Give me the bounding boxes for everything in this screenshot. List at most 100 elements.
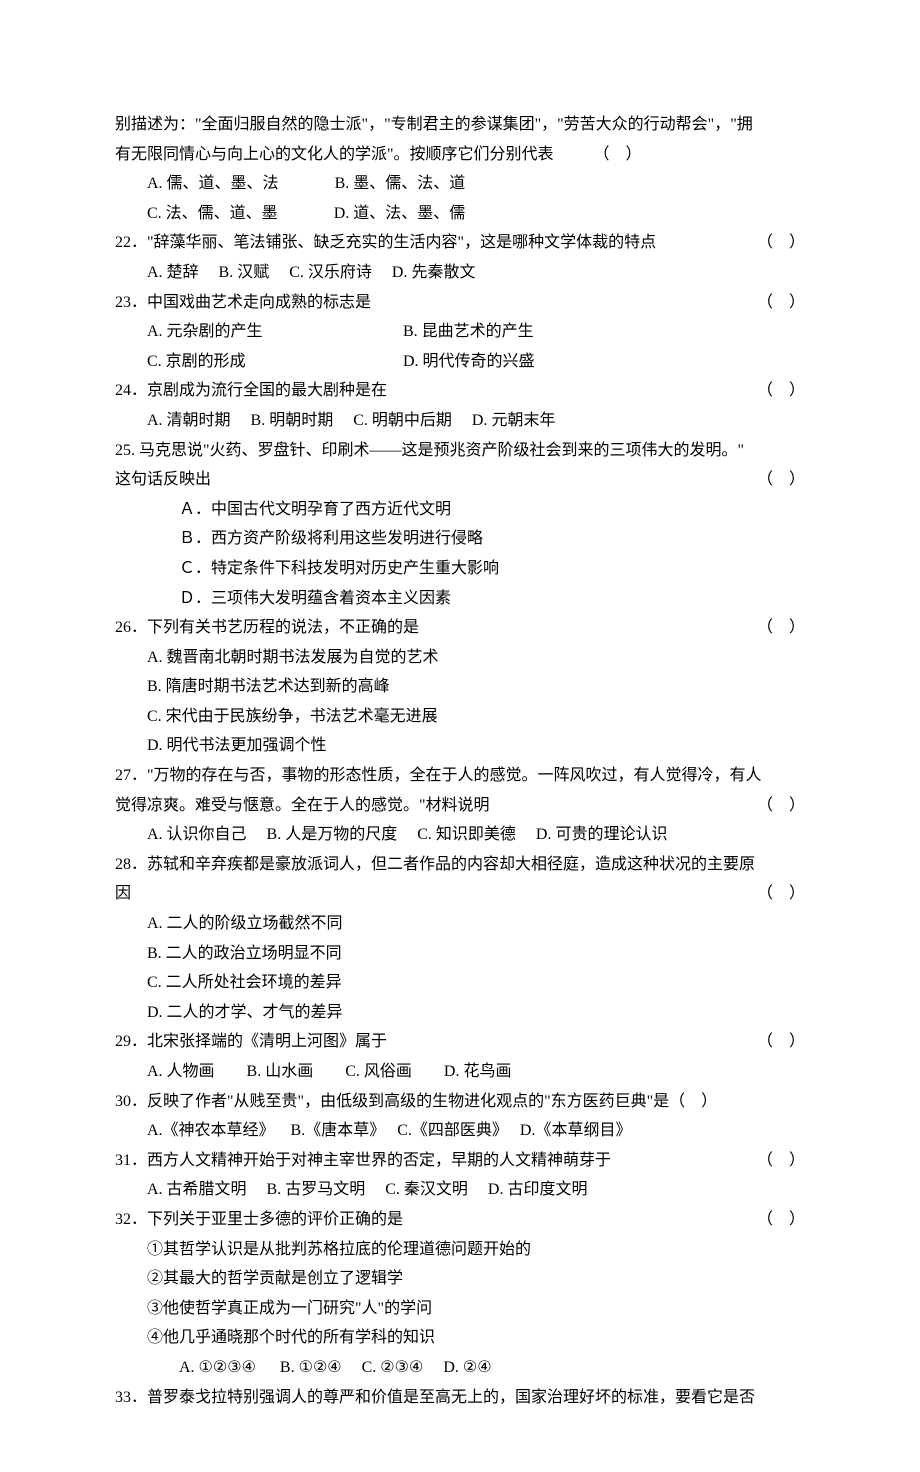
q31-opts[interactable]: A. 古希腊文明 B. 古罗马文明 C. 秦汉文明 D. 古印度文明 — [147, 1175, 587, 1205]
q23-opt-C[interactable]: C. 京剧的形成 — [147, 347, 403, 377]
q32-stem-text: 32．下列关于亚里士多德的评价正确的是 — [115, 1205, 403, 1235]
q29-opts[interactable]: A. 人物画 B. 山水画 C. 风俗画 D. 花鸟画 — [147, 1057, 511, 1087]
q26-blank: （ ） — [757, 613, 805, 643]
q30-stem: 30．反映了作者"从贱至贵"，由低级到高级的生物进化观点的"东方医药巨典"是 （… — [115, 1087, 805, 1117]
q29-stem-text: 29．北宋张择端的《清明上河图》属于 — [115, 1027, 387, 1057]
q28-stem-text-1: 28．苏轼和辛弃疾都是豪放派词人，但二者作品的内容却大相径庭，造成这种状况的主要… — [115, 850, 755, 880]
q29-stem: 29．北宋张择端的《清明上河图》属于 （ ） — [115, 1027, 805, 1057]
q26-opt-B[interactable]: B. 隋唐时期书法艺术达到新的高峰 — [147, 672, 390, 702]
q32-stem: 32．下列关于亚里士多德的评价正确的是 （ ） — [115, 1205, 805, 1235]
q27-stem-2: 觉得凉爽。难受与惬意。全在于人的感觉。"材料说明 （ ） — [115, 791, 805, 821]
q21-blank: （ ） — [594, 140, 642, 170]
q32-s3-line: ③他使哲学真正成为一门研究"人"的学问 — [115, 1294, 805, 1324]
q32-options: A. ①②③④ B. ①②④ C. ②③④ D. ②④ — [115, 1353, 805, 1383]
q22-stem: 22．"辞藻华丽、笔法铺张、缺乏充实的生活内容"，这是哪种文学体裁的特点 （ ） — [115, 228, 805, 258]
q23-options-row1: A. 元杂剧的产生 B. 昆曲艺术的产生 — [115, 317, 805, 347]
q21-opt-A[interactable]: A. 儒、道、墨、法 — [147, 169, 279, 199]
q27-stem-text-2: 觉得凉爽。难受与惬意。全在于人的感觉。"材料说明 — [115, 791, 490, 821]
q32-s2-line: ②其最大的哲学贡献是创立了逻辑学 — [115, 1264, 805, 1294]
q32-s1-line: ①其哲学认识是从批判苏格拉底的伦理道德问题开始的 — [115, 1235, 805, 1265]
q23-opt-B[interactable]: B. 昆曲艺术的产生 — [403, 317, 534, 347]
q25-stem-2: 这句话反映出 （ ） — [115, 465, 805, 495]
q25-opt-D-line: Ｄ．三项伟大发明蕴含着资本主义因素 — [115, 584, 805, 614]
q23-opt-A[interactable]: A. 元杂剧的产生 — [147, 317, 403, 347]
q25-opt-A[interactable]: Ａ．中国古代文明孕育了西方近代文明 — [179, 495, 451, 525]
q28-opt-A[interactable]: A. 二人的阶级立场截然不同 — [147, 909, 343, 939]
q31-options: A. 古希腊文明 B. 古罗马文明 C. 秦汉文明 D. 古印度文明 — [115, 1175, 805, 1205]
q28-opt-B-line: B. 二人的政治立场明显不同 — [115, 939, 805, 969]
q26-opt-A[interactable]: A. 魏晋南北朝时期书法发展为自觉的艺术 — [147, 643, 439, 673]
q25-stem-text-1: 25. 马克思说"火药、罗盘针、印刷术——这是预兆资产阶级社会到来的三项伟大的发… — [115, 436, 744, 466]
q21-opt-B[interactable]: B. 墨、儒、法、道 — [335, 169, 466, 199]
q25-stem-text-2: 这句话反映出 — [115, 465, 211, 495]
q23-stem: 23．中国戏曲艺术走向成熟的标志是 （ ） — [115, 288, 805, 318]
q32-s4: ④他几乎通晓那个时代的所有学科的知识 — [147, 1323, 435, 1353]
q26-opt-D[interactable]: D. 明代书法更加强调个性 — [147, 731, 327, 761]
q23-opt-D[interactable]: D. 明代传奇的兴盛 — [403, 347, 535, 377]
q28-opt-A-line: A. 二人的阶级立场截然不同 — [115, 909, 805, 939]
q23-options-row2: C. 京剧的形成 D. 明代传奇的兴盛 — [115, 347, 805, 377]
q31-blank: （ ） — [757, 1146, 805, 1176]
q21-opt-C[interactable]: C. 法、儒、道、墨 — [147, 199, 278, 229]
q27-opts[interactable]: A. 认识你自己 B. 人是万物的尺度 C. 知识即美德 D. 可贵的理论认识 — [147, 820, 667, 850]
q23-stem-text: 23．中国戏曲艺术走向成熟的标志是 — [115, 288, 371, 318]
q30-stem-text: 30．反映了作者"从贱至贵"，由低级到高级的生物进化观点的"东方医药巨典"是 — [115, 1087, 669, 1117]
q29-blank: （ ） — [757, 1027, 805, 1057]
q22-opts[interactable]: A. 楚辞 B. 汉赋 C. 汉乐府诗 D. 先秦散文 — [147, 258, 475, 288]
q22-blank: （ ） — [757, 228, 805, 258]
q29-options: A. 人物画 B. 山水画 C. 风俗画 D. 花鸟画 — [115, 1057, 805, 1087]
spacer — [131, 879, 757, 909]
q26-opt-A-line: A. 魏晋南北朝时期书法发展为自觉的艺术 — [115, 643, 805, 673]
q32-s4-line: ④他几乎通晓那个时代的所有学科的知识 — [115, 1323, 805, 1353]
spacer — [656, 228, 757, 258]
q21-options-row1: A. 儒、道、墨、法 B. 墨、儒、法、道 — [115, 169, 805, 199]
q28-blank: （ ） — [757, 879, 805, 909]
q21-stem-text-2: 有无限同情心与向上心的文化人的学派"。按顺序它们分别代表 — [115, 140, 594, 170]
q25-opt-D[interactable]: Ｄ．三项伟大发明蕴含着资本主义因素 — [179, 584, 451, 614]
q25-opt-B-line: Ｂ．西方资产阶级将利用这些发明进行侵略 — [115, 524, 805, 554]
q24-stem-text: 24．京剧成为流行全国的最大剧种是在 — [115, 376, 387, 406]
q25-opt-C[interactable]: Ｃ．特定条件下科技发明对历史产生重大影响 — [179, 554, 499, 584]
q30-opts[interactable]: A.《神农本草经》 B.《唐本草》 C.《四部医典》 D.《本草纲目》 — [147, 1116, 631, 1146]
q27-stem-1: 27．"万物的存在与否，事物的形态性质，全在于人的感觉。一阵风吹过，有人觉得冷，… — [115, 761, 805, 791]
q24-opts[interactable]: A. 清朝时期 B. 明朝时期 C. 明朝中后期 D. 元朝末年 — [147, 406, 555, 436]
q25-stem-1: 25. 马克思说"火药、罗盘针、印刷术——这是预兆资产阶级社会到来的三项伟大的发… — [115, 436, 805, 466]
q25-opt-C-line: Ｃ．特定条件下科技发明对历史产生重大影响 — [115, 554, 805, 584]
q22-stem-text: 22．"辞藻华丽、笔法铺张、缺乏充实的生活内容"，这是哪种文学体裁的特点 — [115, 228, 656, 258]
q27-stem-text-1: 27．"万物的存在与否，事物的形态性质，全在于人的感觉。一阵风吹过，有人觉得冷，… — [115, 761, 762, 791]
q32-s2: ②其最大的哲学贡献是创立了逻辑学 — [147, 1264, 403, 1294]
q26-opt-D-line: D. 明代书法更加强调个性 — [115, 731, 805, 761]
q33-stem: 33．普罗泰戈拉特别强调人的尊严和价值是至高无上的，国家治理好坏的标准，要看它是… — [115, 1383, 805, 1413]
q21-opt-D[interactable]: D. 道、法、墨、儒 — [334, 199, 466, 229]
spacer — [611, 1146, 757, 1176]
q32-opts[interactable]: A. ①②③④ B. ①②④ C. ②③④ D. ②④ — [179, 1353, 492, 1383]
q24-options: A. 清朝时期 B. 明朝时期 C. 明朝中后期 D. 元朝末年 — [115, 406, 805, 436]
q32-blank: （ ） — [757, 1205, 805, 1235]
q31-stem: 31．西方人文精神开始于对神主宰世界的否定，早期的人文精神萌芽于 （ ） — [115, 1146, 805, 1176]
q28-opt-B[interactable]: B. 二人的政治立场明显不同 — [147, 939, 342, 969]
q32-s3: ③他使哲学真正成为一门研究"人"的学问 — [147, 1294, 432, 1324]
spacer — [403, 1205, 757, 1235]
q21-stem-text-1: 别描述为："全面归服自然的隐士派"，"专制君主的参谋集团"，"劳苦大众的行动帮会… — [115, 110, 753, 140]
q26-stem: 26．下列有关书艺历程的说法，不正确的是 （ ） — [115, 613, 805, 643]
q28-opt-D[interactable]: D. 二人的才学、才气的差异 — [147, 998, 343, 1028]
q24-blank: （ ） — [757, 376, 805, 406]
spacer — [371, 288, 757, 318]
spacer — [419, 613, 757, 643]
q26-opt-B-line: B. 隋唐时期书法艺术达到新的高峰 — [115, 672, 805, 702]
q25-blank: （ ） — [757, 465, 805, 495]
q28-opt-D-line: D. 二人的才学、才气的差异 — [115, 998, 805, 1028]
q26-stem-text: 26．下列有关书艺历程的说法，不正确的是 — [115, 613, 419, 643]
q25-opt-B[interactable]: Ｂ．西方资产阶级将利用这些发明进行侵略 — [179, 524, 483, 554]
q24-stem: 24．京剧成为流行全国的最大剧种是在 （ ） — [115, 376, 805, 406]
opt-gap — [279, 169, 335, 199]
q25-opt-A-line: Ａ．中国古代文明孕育了西方近代文明 — [115, 495, 805, 525]
q26-opt-C-line: C. 宋代由于民族纷争，书法艺术毫无进展 — [115, 702, 805, 732]
q31-stem-text: 31．西方人文精神开始于对神主宰世界的否定，早期的人文精神萌芽于 — [115, 1146, 611, 1176]
q21-options-row2: C. 法、儒、道、墨 D. 道、法、墨、儒 — [115, 199, 805, 229]
q27-options: A. 认识你自己 B. 人是万物的尺度 C. 知识即美德 D. 可贵的理论认识 — [115, 820, 805, 850]
spacer — [211, 465, 757, 495]
q26-opt-C[interactable]: C. 宋代由于民族纷争，书法艺术毫无进展 — [147, 702, 438, 732]
q21-stem-continuation: 别描述为："全面归服自然的隐士派"，"专制君主的参谋集团"，"劳苦大众的行动帮会… — [115, 110, 805, 140]
q28-opt-C[interactable]: C. 二人所处社会环境的差异 — [147, 968, 342, 998]
